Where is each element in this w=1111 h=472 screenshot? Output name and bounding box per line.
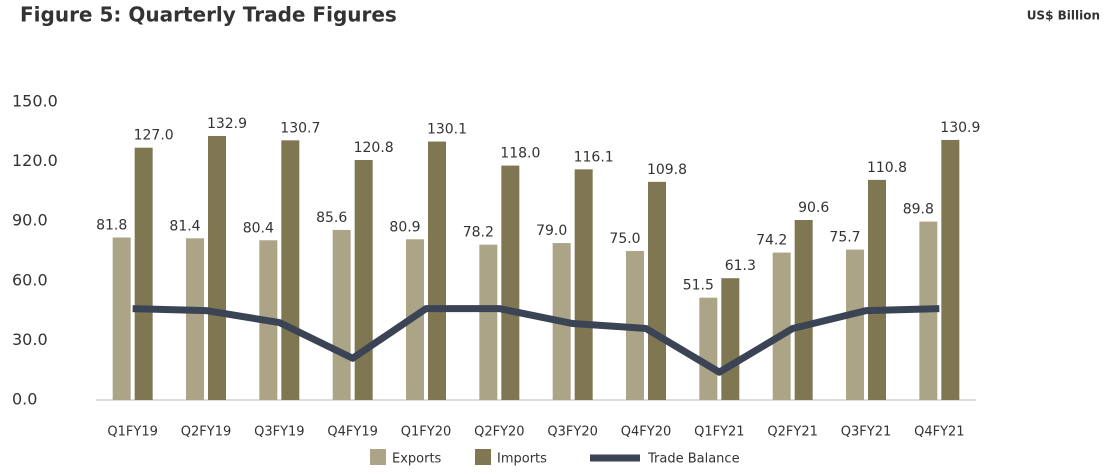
bar — [574, 169, 593, 400]
value-label: 80.9 — [389, 219, 420, 235]
x-tick-label: Q1FY21 — [694, 425, 744, 440]
y-tick-label: 0.0 — [12, 390, 37, 409]
value-label: 81.4 — [169, 218, 200, 234]
x-tick-label: Q3FY20 — [547, 425, 597, 440]
bar — [794, 220, 813, 400]
bar — [648, 181, 666, 400]
bar — [501, 165, 520, 400]
bar — [354, 160, 373, 400]
x-tick-label: Q3FY21 — [841, 425, 891, 440]
x-tick-label: Q3FY19 — [254, 425, 304, 440]
bar — [721, 278, 740, 400]
value-label: 116.1 — [574, 149, 614, 165]
line — [132, 305, 940, 376]
value-label: 90.6 — [798, 200, 829, 216]
value-label: 127.0 — [134, 128, 174, 144]
legend-label: Trade Balance — [647, 452, 740, 467]
bar — [186, 238, 204, 400]
value-label: 118.0 — [500, 146, 540, 162]
value-label: 132.9 — [207, 116, 247, 132]
bar — [428, 141, 446, 400]
legend-swatch — [475, 449, 491, 465]
x-tick-label: Q2FY19 — [181, 425, 231, 440]
legend-label: Exports — [392, 452, 442, 467]
bar — [699, 297, 718, 400]
bar — [134, 147, 153, 400]
legend-label: Imports — [497, 452, 547, 467]
value-label: 85.6 — [316, 210, 347, 226]
value-label: 75.0 — [609, 231, 640, 247]
unit-label: US$ Billion — [1027, 9, 1100, 23]
x-tick-label: Q1FY20 — [401, 425, 451, 440]
bar — [941, 139, 960, 401]
y-tick-label: 150.0 — [12, 92, 58, 111]
bar — [868, 179, 886, 400]
value-label: 109.8 — [647, 162, 687, 178]
value-label: 110.8 — [867, 160, 907, 176]
value-label: 81.8 — [96, 217, 127, 233]
bar — [772, 252, 791, 400]
bar — [281, 140, 300, 401]
value-label: 80.4 — [243, 220, 274, 236]
value-label: 130.1 — [427, 122, 467, 138]
value-label: 75.7 — [829, 230, 860, 246]
x-tick-label: Q4FY20 — [621, 425, 671, 440]
legend-swatch — [370, 449, 386, 465]
value-label: 61.3 — [725, 258, 756, 274]
x-tick-label: Q2FY21 — [767, 425, 817, 440]
x-tick-label: Q4FY19 — [327, 425, 377, 440]
value-label: 74.2 — [756, 233, 787, 249]
value-label: 130.7 — [280, 120, 320, 136]
value-label: 120.8 — [354, 140, 394, 156]
x-tick-label: Q2FY20 — [474, 425, 524, 440]
y-tick-label: 120.0 — [12, 151, 58, 170]
value-label: 130.9 — [940, 120, 980, 136]
x-tick-label: Q1FY19 — [107, 425, 157, 440]
value-label: 51.5 — [683, 278, 714, 294]
bar — [332, 229, 351, 400]
value-label: 89.8 — [903, 202, 934, 218]
y-tick-label: 60.0 — [12, 270, 48, 289]
y-tick-label: 90.0 — [12, 211, 48, 230]
chart-title: Figure 5: Quarterly Trade Figures — [20, 3, 397, 27]
value-label: 79.0 — [536, 223, 567, 239]
x-tick-label: Q4FY21 — [914, 425, 964, 440]
bar — [112, 237, 131, 400]
value-label: 78.2 — [463, 225, 494, 241]
y-tick-label: 30.0 — [12, 330, 48, 349]
bar — [846, 249, 864, 400]
bar — [479, 244, 498, 400]
bar — [208, 135, 226, 401]
